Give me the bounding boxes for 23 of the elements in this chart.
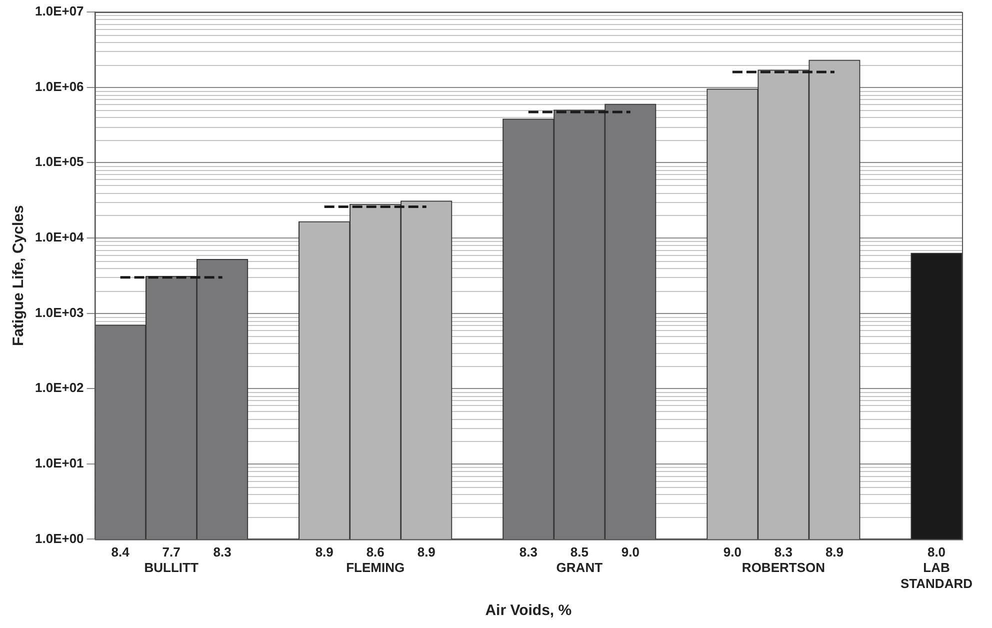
x-axis-title: Air Voids, % bbox=[485, 602, 572, 620]
x-tick-label: 8.6 FLEMING bbox=[346, 544, 405, 576]
x-tick-label: 8.9 bbox=[417, 544, 436, 560]
x-tick-label: 8.9 bbox=[315, 544, 334, 560]
x-tick-label: 8.0 LAB STANDARD bbox=[900, 544, 972, 591]
x-tick-label: 8.3 ROBERTSON bbox=[742, 544, 825, 576]
x-tick-label: 8.5 GRANT bbox=[556, 544, 603, 576]
y-tick-label: 1.0E+00 bbox=[35, 530, 84, 546]
y-tick-label: 1.0E+06 bbox=[35, 78, 84, 94]
x-tick-label: 9.0 bbox=[723, 544, 742, 560]
y-tick-label: 1.0E+05 bbox=[35, 154, 84, 170]
x-tick-label: 8.4 bbox=[111, 544, 130, 560]
y-tick-label: 1.0E+02 bbox=[35, 380, 84, 396]
y-tick-label: 1.0E+03 bbox=[35, 304, 84, 320]
x-tick-label: 7.7 BULLITT bbox=[144, 544, 198, 576]
x-tick-label: 8.3 bbox=[519, 544, 538, 560]
y-tick-label: 1.0E+07 bbox=[35, 4, 84, 19]
y-tick-label: 1.0E+01 bbox=[35, 455, 84, 470]
x-tick-label: 8.3 bbox=[213, 544, 232, 560]
x-tick-label: 8.9 bbox=[825, 544, 844, 560]
x-tick-label: 9.0 bbox=[621, 544, 640, 560]
y-tick-label: 1.0E+04 bbox=[35, 230, 85, 245]
y-axis-title: Fatigue Life, Cycles bbox=[10, 205, 28, 346]
